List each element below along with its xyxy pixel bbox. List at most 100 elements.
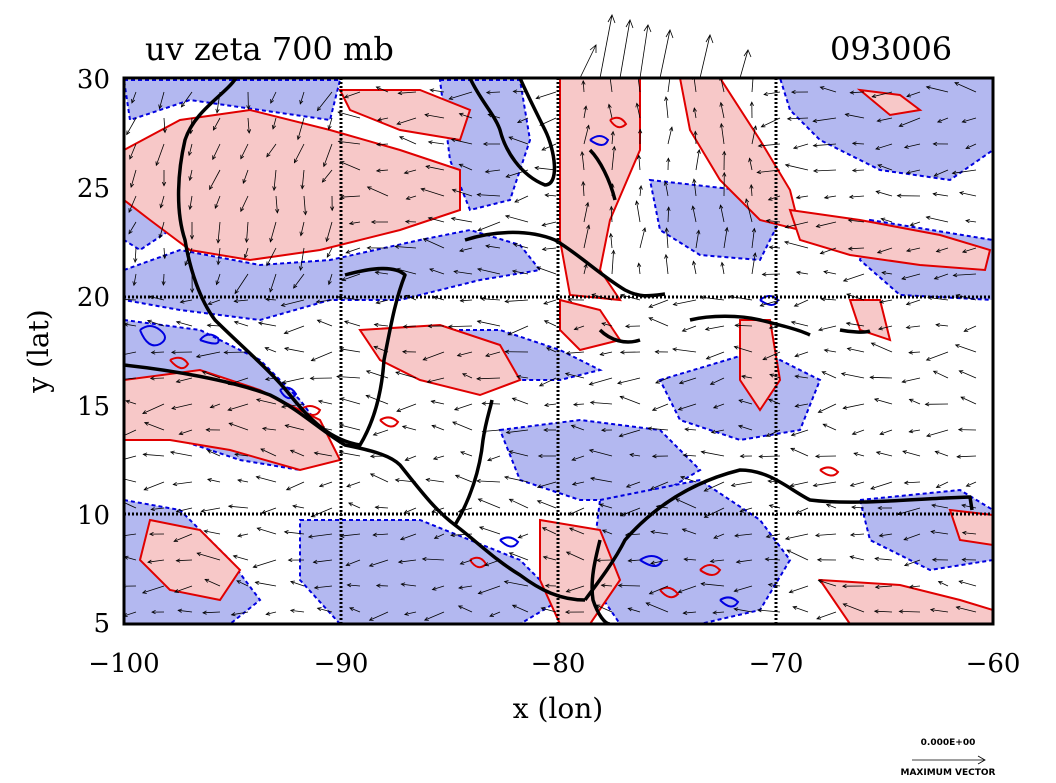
wind-vector: [151, 351, 165, 353]
wind-vector: [340, 348, 361, 353]
wind-vector: [517, 376, 529, 379]
wind-vector-head: [601, 322, 606, 327]
wind-vector-head: [254, 580, 260, 586]
wind-vector: [322, 169, 333, 183]
wind-vector: [684, 558, 697, 561]
wind-vector: [163, 247, 166, 259]
wind-vector-head: [280, 404, 286, 409]
vorticity-field: [124, 78, 993, 624]
wind-vector: [299, 91, 305, 105]
wind-vector: [142, 403, 165, 414]
wind-vector-head: [453, 406, 459, 411]
wind-vector: [336, 376, 361, 379]
wind-vector: [583, 225, 590, 249]
wind-vector: [450, 533, 473, 536]
wind-vector: [794, 351, 809, 357]
wind-vector: [462, 373, 473, 379]
wind-vector-head: [480, 296, 485, 301]
wind-vector: [542, 527, 557, 535]
wind-vector: [536, 266, 557, 275]
wind-vector-head: [642, 227, 647, 232]
wind-vector: [601, 322, 613, 327]
wind-vector: [460, 559, 473, 565]
wind-vector: [583, 202, 589, 223]
wind-vector: [849, 195, 865, 198]
wind-vector-head: [398, 136, 404, 140]
wind-vector-head: [203, 529, 209, 534]
wind-vector-head: [476, 376, 481, 381]
reference-vector: 0.000E+00 MAXIMUM VECTOR: [900, 738, 995, 778]
wind-vector-head: [822, 423, 828, 428]
wind-vector-head: [610, 183, 615, 188]
wind-vector-head: [337, 139, 343, 144]
wind-vector: [376, 86, 389, 93]
wind-vector-head: [703, 487, 709, 492]
wind-vector-head: [265, 297, 270, 302]
wind-vector: [617, 377, 641, 384]
wind-vector-head: [260, 448, 266, 453]
wind-vector-head: [240, 207, 245, 213]
wind-vector: [934, 273, 949, 280]
wind-vector-head: [131, 98, 136, 104]
wind-vector-head: [735, 559, 741, 564]
wind-vector: [874, 398, 893, 405]
wind-vector-head: [591, 293, 597, 298]
wind-vector: [591, 294, 613, 301]
wind-vector-head: [485, 90, 491, 95]
wind-vector: [904, 559, 921, 566]
wind-vector: [930, 609, 949, 613]
wind-vector: [184, 247, 193, 266]
wind-vector-head: [461, 373, 467, 378]
wind-vector: [282, 377, 305, 384]
wind-vector-head: [722, 171, 727, 177]
wind-vector: [323, 143, 333, 167]
wind-vector-head: [190, 288, 195, 294]
wind-vector-head: [704, 326, 710, 331]
wind-vector-head: [234, 289, 239, 295]
wind-vector: [685, 428, 697, 431]
wind-vector-head: [876, 118, 882, 123]
wind-vector-head: [243, 253, 248, 259]
wind-vector: [124, 556, 137, 561]
wind-vector: [879, 429, 893, 435]
wind-vector: [147, 320, 165, 327]
wind-vector-head: [635, 200, 640, 206]
wind-vector: [425, 114, 445, 119]
wind-vector-head: [876, 249, 882, 254]
wind-vector-head: [315, 299, 321, 304]
wind-vector: [375, 506, 389, 509]
wind-vector-head: [823, 270, 828, 275]
wind-vector: [512, 604, 529, 613]
y-axis-label: y (lat): [22, 309, 55, 393]
wind-vector-head: [965, 482, 971, 487]
wind-vector-head: [346, 483, 352, 488]
wind-vector: [611, 146, 615, 171]
wind-vector: [904, 481, 921, 484]
wind-vector-head: [448, 95, 454, 100]
wind-vector-head: [216, 238, 221, 244]
wind-vector-head: [927, 295, 933, 300]
wind-vector: [266, 247, 277, 266]
wind-vector: [760, 299, 781, 307]
wind-vector: [509, 552, 529, 561]
wind-vector-head: [397, 559, 403, 564]
wind-vector: [459, 164, 473, 171]
wind-vector: [457, 351, 473, 357]
wind-vector: [902, 450, 921, 457]
wind-vector: [476, 480, 501, 483]
wind-vector: [240, 195, 249, 212]
wind-vector-head: [319, 426, 325, 431]
wind-vector: [678, 585, 697, 593]
wind-vector: [789, 585, 809, 593]
wind-vector-head: [961, 503, 966, 508]
wind-vector: [537, 481, 557, 488]
wind-vector: [769, 325, 781, 329]
wind-vector: [144, 481, 165, 491]
wind-vector: [318, 400, 333, 405]
wind-vector-head: [756, 608, 762, 613]
wind-vector: [626, 481, 641, 488]
wind-vector-head: [228, 422, 234, 427]
wind-vector-head: [738, 399, 744, 404]
wind-vector-head: [898, 609, 904, 614]
wind-vector-head: [298, 266, 304, 271]
